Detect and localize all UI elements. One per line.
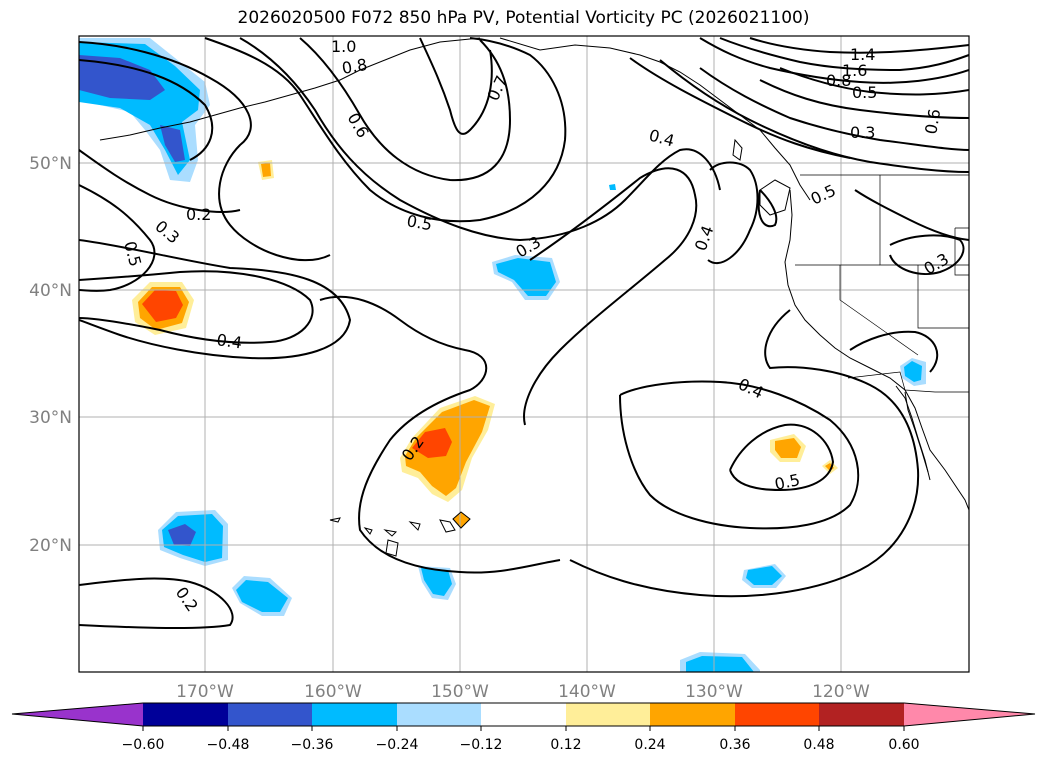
- colorbar-tick: −0.60: [122, 737, 165, 753]
- negative-pv-anomaly-speck: [609, 184, 616, 190]
- latitude-labels: 50°N 40°N 30°N 20°N: [29, 154, 72, 556]
- colorbar-segment: [481, 703, 566, 726]
- colorbar-tick: −0.24: [376, 737, 419, 753]
- lon-label: 130°W: [685, 682, 743, 702]
- contour-label: 0.5: [852, 83, 877, 102]
- longitude-labels: 170°W 160°W 150°W 140°W 130°W 120°W: [176, 682, 870, 702]
- lat-label: 40°N: [29, 281, 72, 301]
- pv-shading: [79, 38, 926, 672]
- colorbar-tick: −0.48: [207, 737, 250, 753]
- colorbar-segment: [143, 703, 228, 726]
- contour-label: 0.2: [186, 205, 211, 224]
- colorbar-segment: [228, 703, 312, 726]
- contour-label: 0.5: [405, 211, 433, 234]
- colorbar-tick: −0.12: [460, 737, 503, 753]
- contour-label: 0.3: [850, 123, 875, 142]
- contour-label: 1.6: [842, 61, 867, 80]
- pv-contours: [79, 37, 969, 630]
- lon-label: 160°W: [304, 682, 362, 702]
- contour-label: 1.4: [850, 45, 875, 64]
- lat-label: 20°N: [29, 536, 72, 556]
- colorbar-segment: [566, 703, 650, 726]
- colorbar-segment: [397, 703, 481, 726]
- colorbar-extend-min: [12, 703, 143, 726]
- colorbar-extend-max: [904, 703, 1035, 726]
- colorbar-segment: [312, 703, 397, 726]
- colorbar-tick: −0.36: [291, 737, 334, 753]
- contour-label: 0.8: [340, 55, 368, 78]
- colorbar-tick: 0.36: [719, 737, 750, 753]
- colorbar-tick: 0.12: [550, 737, 581, 753]
- lon-label: 150°W: [431, 682, 489, 702]
- lat-label: 30°N: [29, 408, 72, 428]
- contour-label: 0.5: [773, 470, 802, 494]
- contour-label: 1.0: [331, 37, 356, 56]
- contour-label: 0.4: [215, 330, 243, 352]
- lon-label: 120°W: [812, 682, 870, 702]
- colorbar-segment: [650, 703, 735, 726]
- lon-label: 140°W: [558, 682, 616, 702]
- coastlines: [99, 37, 969, 557]
- colorbar-segment: [735, 703, 819, 726]
- contour-label: 0.8: [826, 71, 851, 90]
- lon-label: 170°W: [176, 682, 234, 702]
- colorbar: −0.60 −0.48 −0.36 −0.24 −0.12 0.12 0.24 …: [11, 702, 1036, 753]
- colorbar-segment: [819, 703, 904, 726]
- colorbar-tick: 0.60: [888, 737, 919, 753]
- colorbar-tick: 0.48: [803, 737, 834, 753]
- map-area: [79, 36, 969, 672]
- colorbar-tick: 0.24: [634, 737, 665, 753]
- map-title: 2026020500 F072 850 hPa PV, Potential Vo…: [237, 8, 810, 28]
- lat-label: 50°N: [29, 154, 72, 174]
- map-border: [78, 35, 970, 673]
- contour-label: 0.6: [921, 107, 944, 135]
